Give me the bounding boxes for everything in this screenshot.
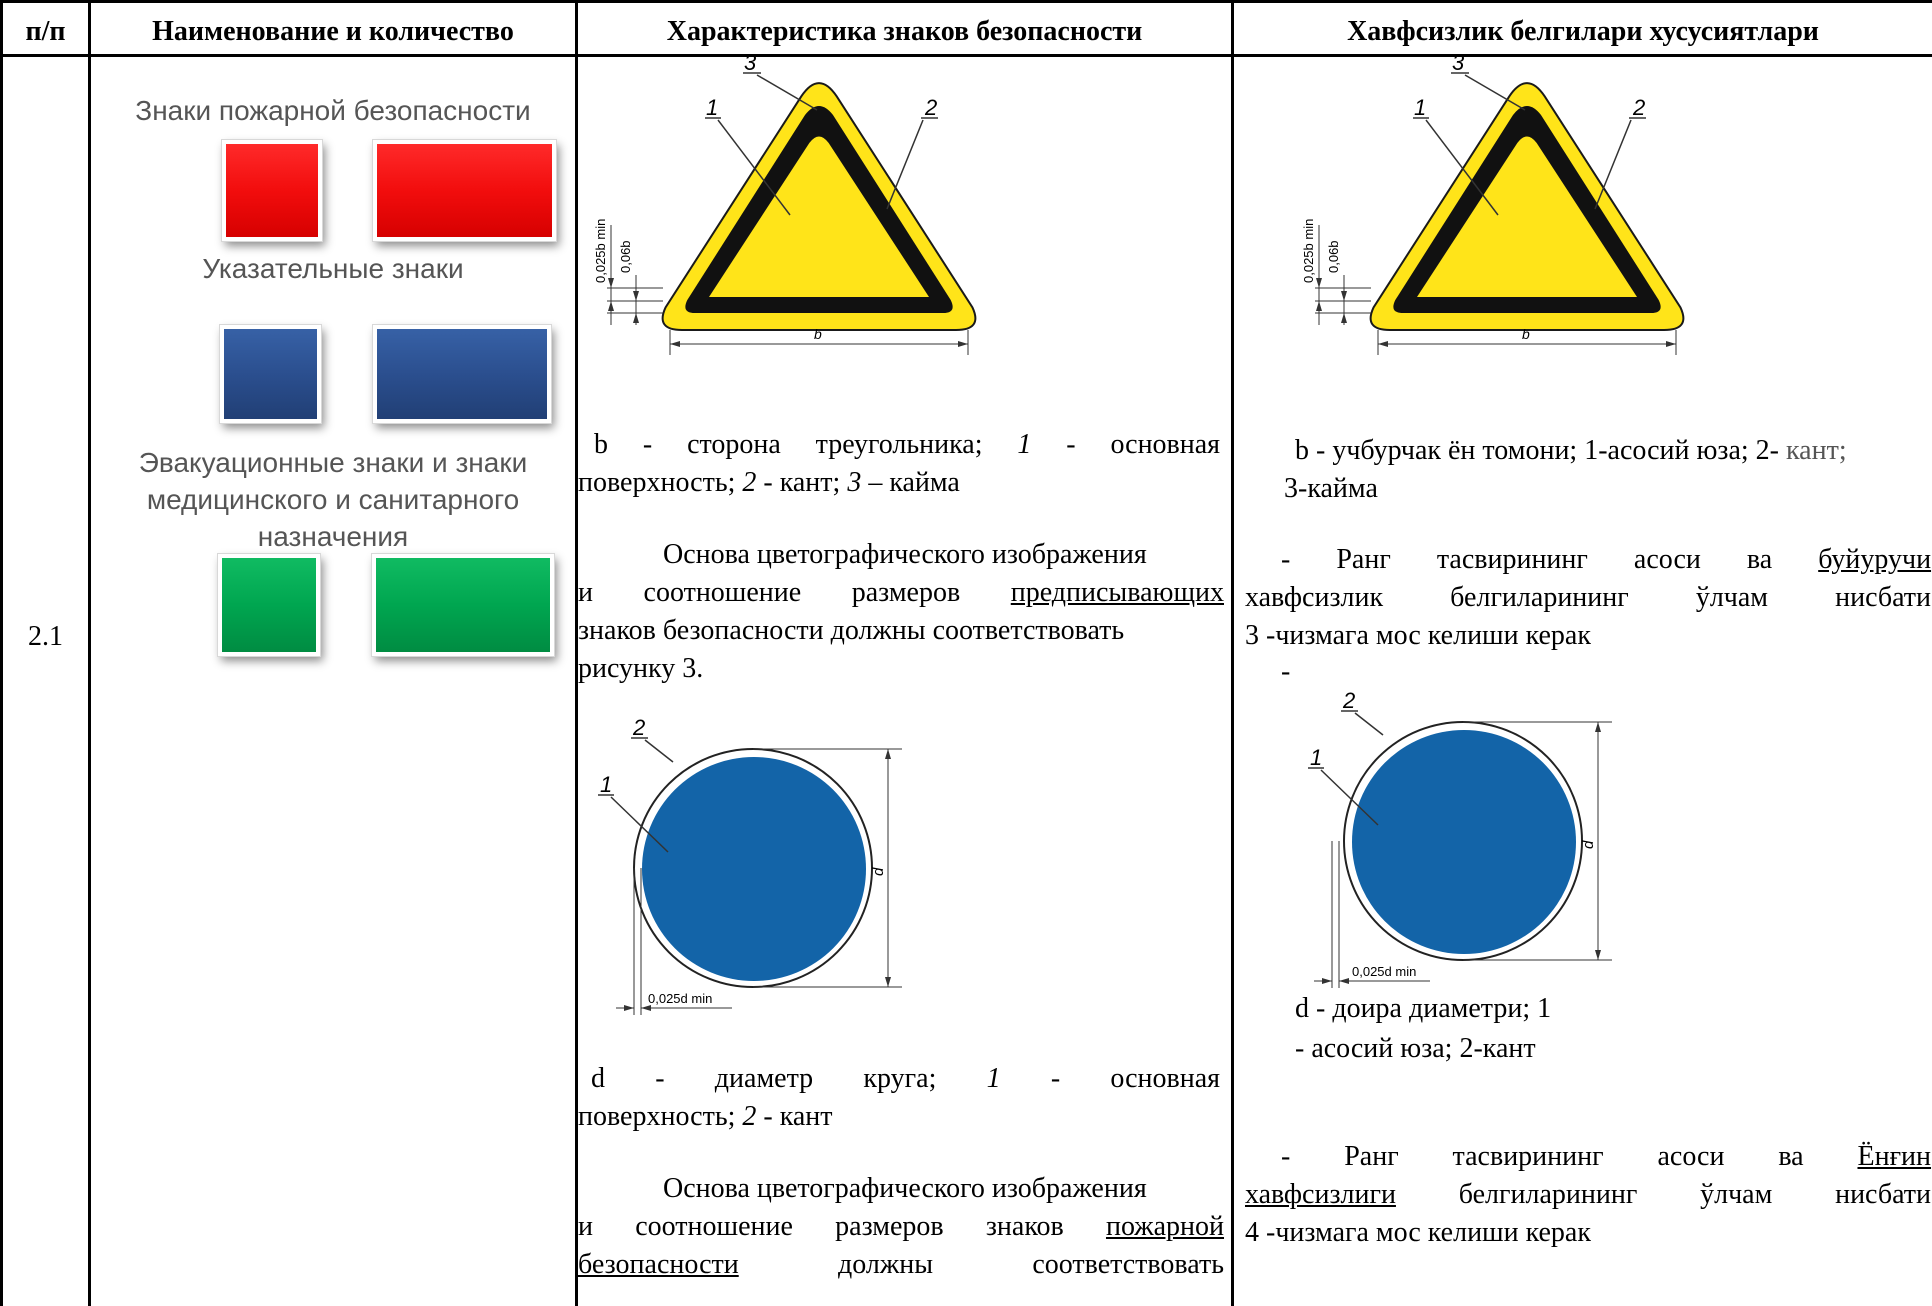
label-1: 1 [600, 772, 612, 797]
column-divider-1 [88, 0, 91, 1306]
paragraph1-line3-ru: знаков безопасности должны соответствова… [578, 615, 1125, 646]
pointer-sign-square-swatch [220, 325, 321, 423]
label-1: 1 [1414, 95, 1426, 120]
triangle-caption-line2-uz: 3-кайма [1284, 473, 1378, 504]
round-sign-figure-uz: 2 1 d 0,025d min [1308, 688, 1612, 988]
paragraph1-dash-uz: - [1281, 656, 1291, 687]
label-3: 3 [1452, 55, 1465, 75]
paragraph2-line1-ru: Основа цветографического изображения [663, 1173, 1147, 1204]
paragraph2-line2-uz: хавфсизлиги белгиларининг ўлчам нисбати [1245, 1179, 1931, 1210]
fire-safety-signs-caption: Знаки пожарной безопасности [135, 95, 531, 126]
label-3: 3 [744, 55, 757, 75]
fire-sign-square-swatch [222, 140, 322, 241]
paragraph1-line1-uz: - Ранг тасвирининг асоси ва буйуручи [1281, 544, 1932, 575]
paragraph2-line3-ru: безопасности должны соответствовать [578, 1249, 1224, 1280]
column-divider-3 [1231, 0, 1234, 1306]
label-006b: 0,06b [1326, 240, 1341, 273]
evac-sign-square-swatch [218, 554, 320, 656]
pointer-signs-caption: Указательные знаки [202, 253, 464, 284]
paragraph1-line1-ru: Основа цветографического изображения [663, 539, 1147, 570]
paragraph2-line2-ru: и соотношение размеров знаков пожарной [578, 1211, 1225, 1242]
evacuation-signs-caption-line2: медицинского и санитарного [146, 484, 520, 515]
evacuation-signs-caption-line3: назначения [257, 521, 409, 552]
label-0025b-min: 0,025b min [593, 219, 608, 283]
paragraph2-line1-uz: - Ранг тасвирининг асоси ва Ёнғин [1281, 1141, 1932, 1172]
label-1: 1 [706, 95, 718, 120]
column-divider-2 [575, 0, 578, 1306]
table-border-left [0, 0, 3, 1306]
warning-triangle-figure-ru: 3 1 2 b 0,025b min 0,06b [593, 55, 977, 355]
row-number: 2.1 [28, 621, 63, 652]
triangle-caption-line1-ru: b - сторона треугольника; 1 - основная [594, 429, 1221, 460]
triangle-caption-line1-uz: b - учбурчак ён томони; 1-асосий юза; 2-… [1295, 435, 1847, 466]
triangle-caption-line2-ru: поверхность; 2 - кант; 3 – кайма [578, 467, 960, 498]
circle-caption-line2-uz: - асосий юза; 2-кант [1295, 1033, 1536, 1064]
circle-caption-line2-ru: поверхность; 2 - кант [578, 1101, 833, 1132]
label-2: 2 [924, 95, 937, 120]
pointer-sign-rect-swatch [373, 325, 551, 423]
label-0025d-min: 0,025d min [1352, 964, 1416, 979]
table-border-top [0, 0, 1932, 3]
label-006b: 0,06b [618, 240, 633, 273]
label-b: b [1522, 326, 1530, 342]
circle-caption-line1-ru: d - диаметр круга; 1 - основная [591, 1063, 1221, 1094]
label-b: b [814, 326, 822, 342]
header-characteristics-uz: Хавфсизлик белгилари хусусиятлари [1347, 16, 1819, 47]
label-0025d-min: 0,025d min [648, 991, 712, 1006]
paragraph1-line2-uz: хавфсизлик белгиларининг ўлчам нисбати [1245, 582, 1932, 613]
evac-sign-rect-swatch [372, 554, 554, 656]
paragraph1-line2-ru: и соотношение размеров предписывающих [578, 577, 1224, 608]
paragraph1-line3-uz: 3 -чизмага мос келиши керак [1245, 620, 1591, 651]
evacuation-signs-caption-line1: Эвакуационные знаки и знаки [138, 447, 528, 478]
label-d: d [1580, 840, 1597, 849]
round-sign-figure-ru: 2 1 d 0,025d min [598, 715, 902, 1015]
fire-sign-rect-swatch [373, 140, 556, 241]
label-1: 1 [1310, 745, 1322, 770]
paragraph1-line4-ru: рисунку 3. [578, 653, 704, 684]
circle-caption-line1-uz: d - доира диаметри; 1 [1295, 993, 1552, 1024]
table-header-separator [0, 54, 1932, 57]
label-0025b-min: 0,025b min [1301, 219, 1316, 283]
header-number: п/п [25, 16, 66, 47]
warning-triangle-figure-uz: 3 1 2 b 0,025b min 0,06b [1301, 55, 1685, 355]
label-2: 2 [1632, 95, 1645, 120]
paragraph2-line3-uz: 4 -чизмага мос келиши керак [1245, 1217, 1591, 1248]
header-characteristics-ru: Характеристика знаков безопасности [666, 16, 1143, 47]
label-2: 2 [1342, 688, 1355, 713]
label-d: d [870, 867, 887, 876]
header-name-quantity: Наименование и количество [152, 16, 514, 47]
label-2: 2 [632, 715, 645, 740]
